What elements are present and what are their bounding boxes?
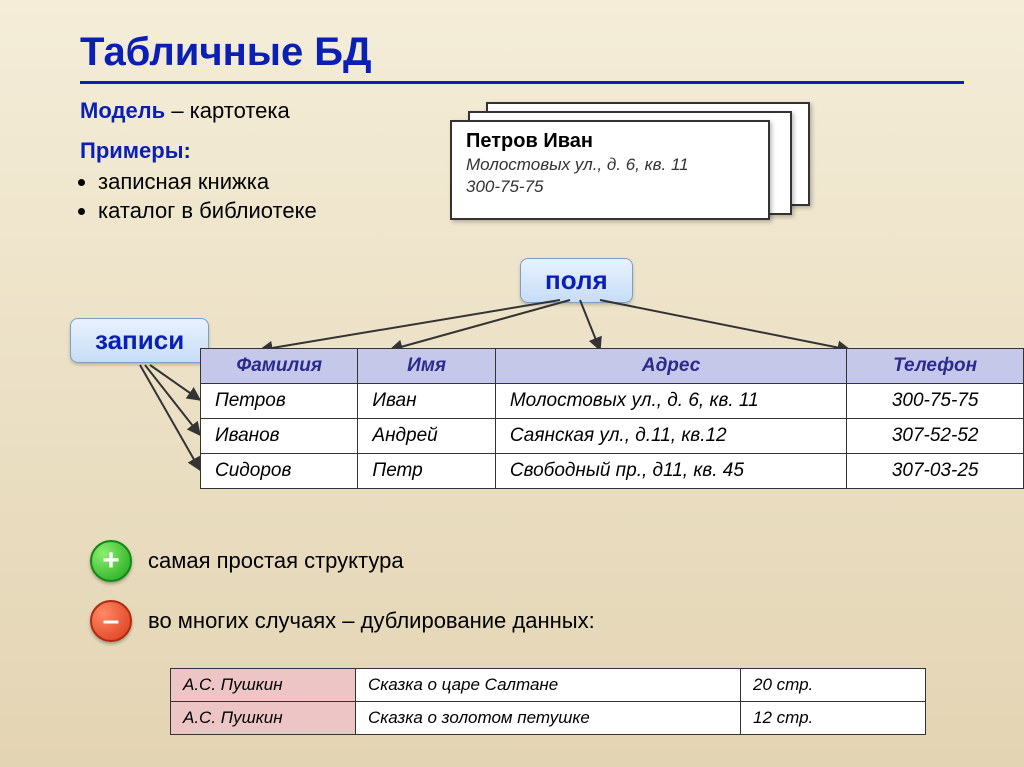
table-row: Петров Иван Молостовых ул., д. 6, кв. 11… xyxy=(201,384,1024,419)
pro-row: + самая простая структура xyxy=(90,540,404,582)
con-text: во многих случаях – дублирование данных: xyxy=(148,608,595,634)
col-surname: Фамилия xyxy=(201,349,358,384)
minus-icon: – xyxy=(90,600,132,642)
main-table: Фамилия Имя Адрес Телефон Петров Иван Мо… xyxy=(200,348,1024,489)
model-label: Модель xyxy=(80,98,165,123)
model-value: картотека xyxy=(190,98,290,123)
pro-text: самая простая структура xyxy=(148,548,404,574)
page-title: Табличные БД xyxy=(80,30,964,84)
plus-icon: + xyxy=(90,540,132,582)
card-address: Молостовых ул., д. 6, кв. 11 xyxy=(466,155,754,175)
card-phone: 300-75-75 xyxy=(466,177,754,197)
col-address: Адрес xyxy=(495,349,846,384)
table-row: А.С. Пушкин Сказка о золотом петушке 12 … xyxy=(171,702,926,735)
dup-table: А.С. Пушкин Сказка о царе Салтане 20 стр… xyxy=(170,668,926,735)
con-row: – во многих случаях – дублирование данны… xyxy=(90,600,595,642)
col-name: Имя xyxy=(358,349,495,384)
fields-label-chip: поля xyxy=(520,258,633,303)
records-label-chip: записи xyxy=(70,318,209,363)
model-dash: – xyxy=(171,98,189,123)
table-row: А.С. Пушкин Сказка о царе Салтане 20 стр… xyxy=(171,669,926,702)
table-row: Сидоров Петр Свободный пр., д11, кв. 45 … xyxy=(201,454,1024,489)
col-phone: Телефон xyxy=(847,349,1024,384)
table-row: Иванов Андрей Саянская ул., д.11, кв.12 … xyxy=(201,419,1024,454)
card-name: Петров Иван xyxy=(466,130,754,153)
